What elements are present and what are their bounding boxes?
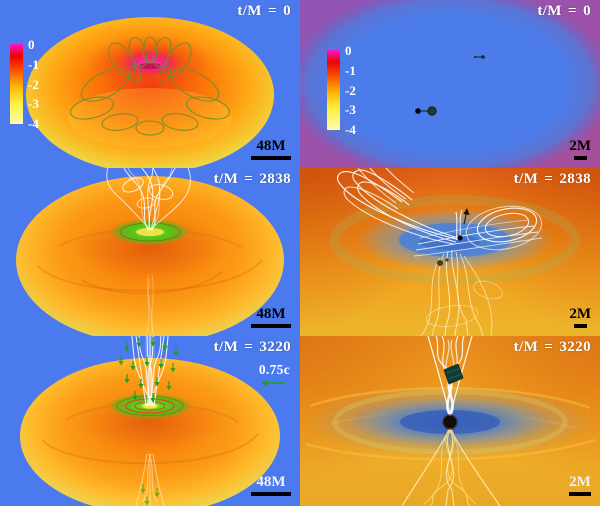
tick-2: -2 xyxy=(28,76,39,92)
tick-0: 0 xyxy=(345,43,352,58)
teal-patch xyxy=(443,363,464,385)
scale-bar: 48M xyxy=(251,307,291,328)
colorbar-gradient xyxy=(327,50,340,130)
density-colorbar: 0 -1 -2 -3 -4 xyxy=(10,38,39,130)
panel-bottom-left: t/M = 3220 0.75c 48M xyxy=(0,336,300,506)
scale-label: 48M xyxy=(256,306,286,322)
time-label: t/M = 2838 xyxy=(213,171,291,187)
torus-volume xyxy=(20,358,280,506)
panel-top-right: t/M = 0 0 -1 -2 -3 -4 2M xyxy=(300,0,600,168)
torus-render-postmerger xyxy=(0,336,300,506)
tick-0: 0 xyxy=(28,37,35,52)
scale-line xyxy=(251,324,291,328)
scale-bar: 48M xyxy=(251,475,291,496)
scale-label: 48M xyxy=(256,138,286,154)
tick-1: -1 xyxy=(345,62,356,78)
zoom-render-initial xyxy=(300,0,600,168)
scale-bar: 48M xyxy=(251,139,291,160)
scale-line xyxy=(573,156,587,160)
scale-line xyxy=(569,492,591,496)
magnetic-loops-white xyxy=(337,168,543,257)
tick-3: -3 xyxy=(28,96,39,112)
panel-bottom-right: t/M = 3220 2M xyxy=(300,336,600,506)
torus-volume xyxy=(26,17,274,168)
scale-bar: 2M xyxy=(569,475,591,496)
scale-label: 2M xyxy=(569,306,591,322)
merged-black-hole xyxy=(442,414,458,430)
scale-label: 2M xyxy=(569,474,591,490)
black-hole-markers xyxy=(437,208,470,266)
funnel-blue-region xyxy=(330,195,580,285)
torus-render-premerger xyxy=(0,168,300,336)
zoom-render-postmerger xyxy=(300,336,600,506)
colorbar-gradient xyxy=(10,44,23,124)
torus-volume xyxy=(16,176,284,336)
scale-bar: 2M xyxy=(569,139,591,160)
tick-2: -2 xyxy=(345,82,356,98)
panel-middle-right: t/M = 2838 2M xyxy=(300,168,600,336)
velocity-label: 0.75c xyxy=(258,362,290,377)
tick-4: -4 xyxy=(28,116,39,131)
tick-1: -1 xyxy=(28,56,39,72)
time-label: t/M = 0 xyxy=(237,3,291,19)
scale-line xyxy=(251,492,291,496)
velocity-arrows xyxy=(118,337,179,506)
tick-4: -4 xyxy=(345,122,356,137)
panel-middle-left: t/M = 2838 48M xyxy=(0,168,300,336)
tick-3: -3 xyxy=(345,102,356,118)
scale-bar: 2M xyxy=(569,307,591,328)
time-label: t/M = 3220 xyxy=(213,339,291,355)
black-hole-pair-near xyxy=(415,106,437,116)
torus-render-initial xyxy=(0,0,300,168)
time-label: t/M = 0 xyxy=(537,3,591,19)
scale-label: 48M xyxy=(256,474,286,490)
field-lines-cascade xyxy=(420,249,503,336)
colorbar-ticks: 0 -1 -2 -3 -4 xyxy=(28,38,39,130)
low-density-region xyxy=(300,0,600,168)
density-colorbar: 0 -1 -2 -3 -4 xyxy=(327,44,356,136)
jet-field-lines xyxy=(106,168,191,336)
scale-line xyxy=(573,324,587,328)
velocity-arrow-icon xyxy=(261,380,286,386)
panel-top-left: t/M = 0 0 -1 -2 -3 -4 48M xyxy=(0,0,300,168)
velocity-scale-legend: 0.75c xyxy=(259,362,290,387)
time-label: t/M = 2838 xyxy=(513,171,591,187)
magnetic-field-lines xyxy=(69,36,231,136)
time-label: t/M = 3220 xyxy=(513,339,591,355)
scale-label: 2M xyxy=(569,138,591,154)
colorbar-ticks: 0 -1 -2 -3 -4 xyxy=(345,44,356,136)
lower-funnel-net xyxy=(401,427,501,506)
scale-line xyxy=(251,156,291,160)
black-hole-pair-far xyxy=(474,55,485,59)
zoom-render-premerger xyxy=(300,168,600,336)
